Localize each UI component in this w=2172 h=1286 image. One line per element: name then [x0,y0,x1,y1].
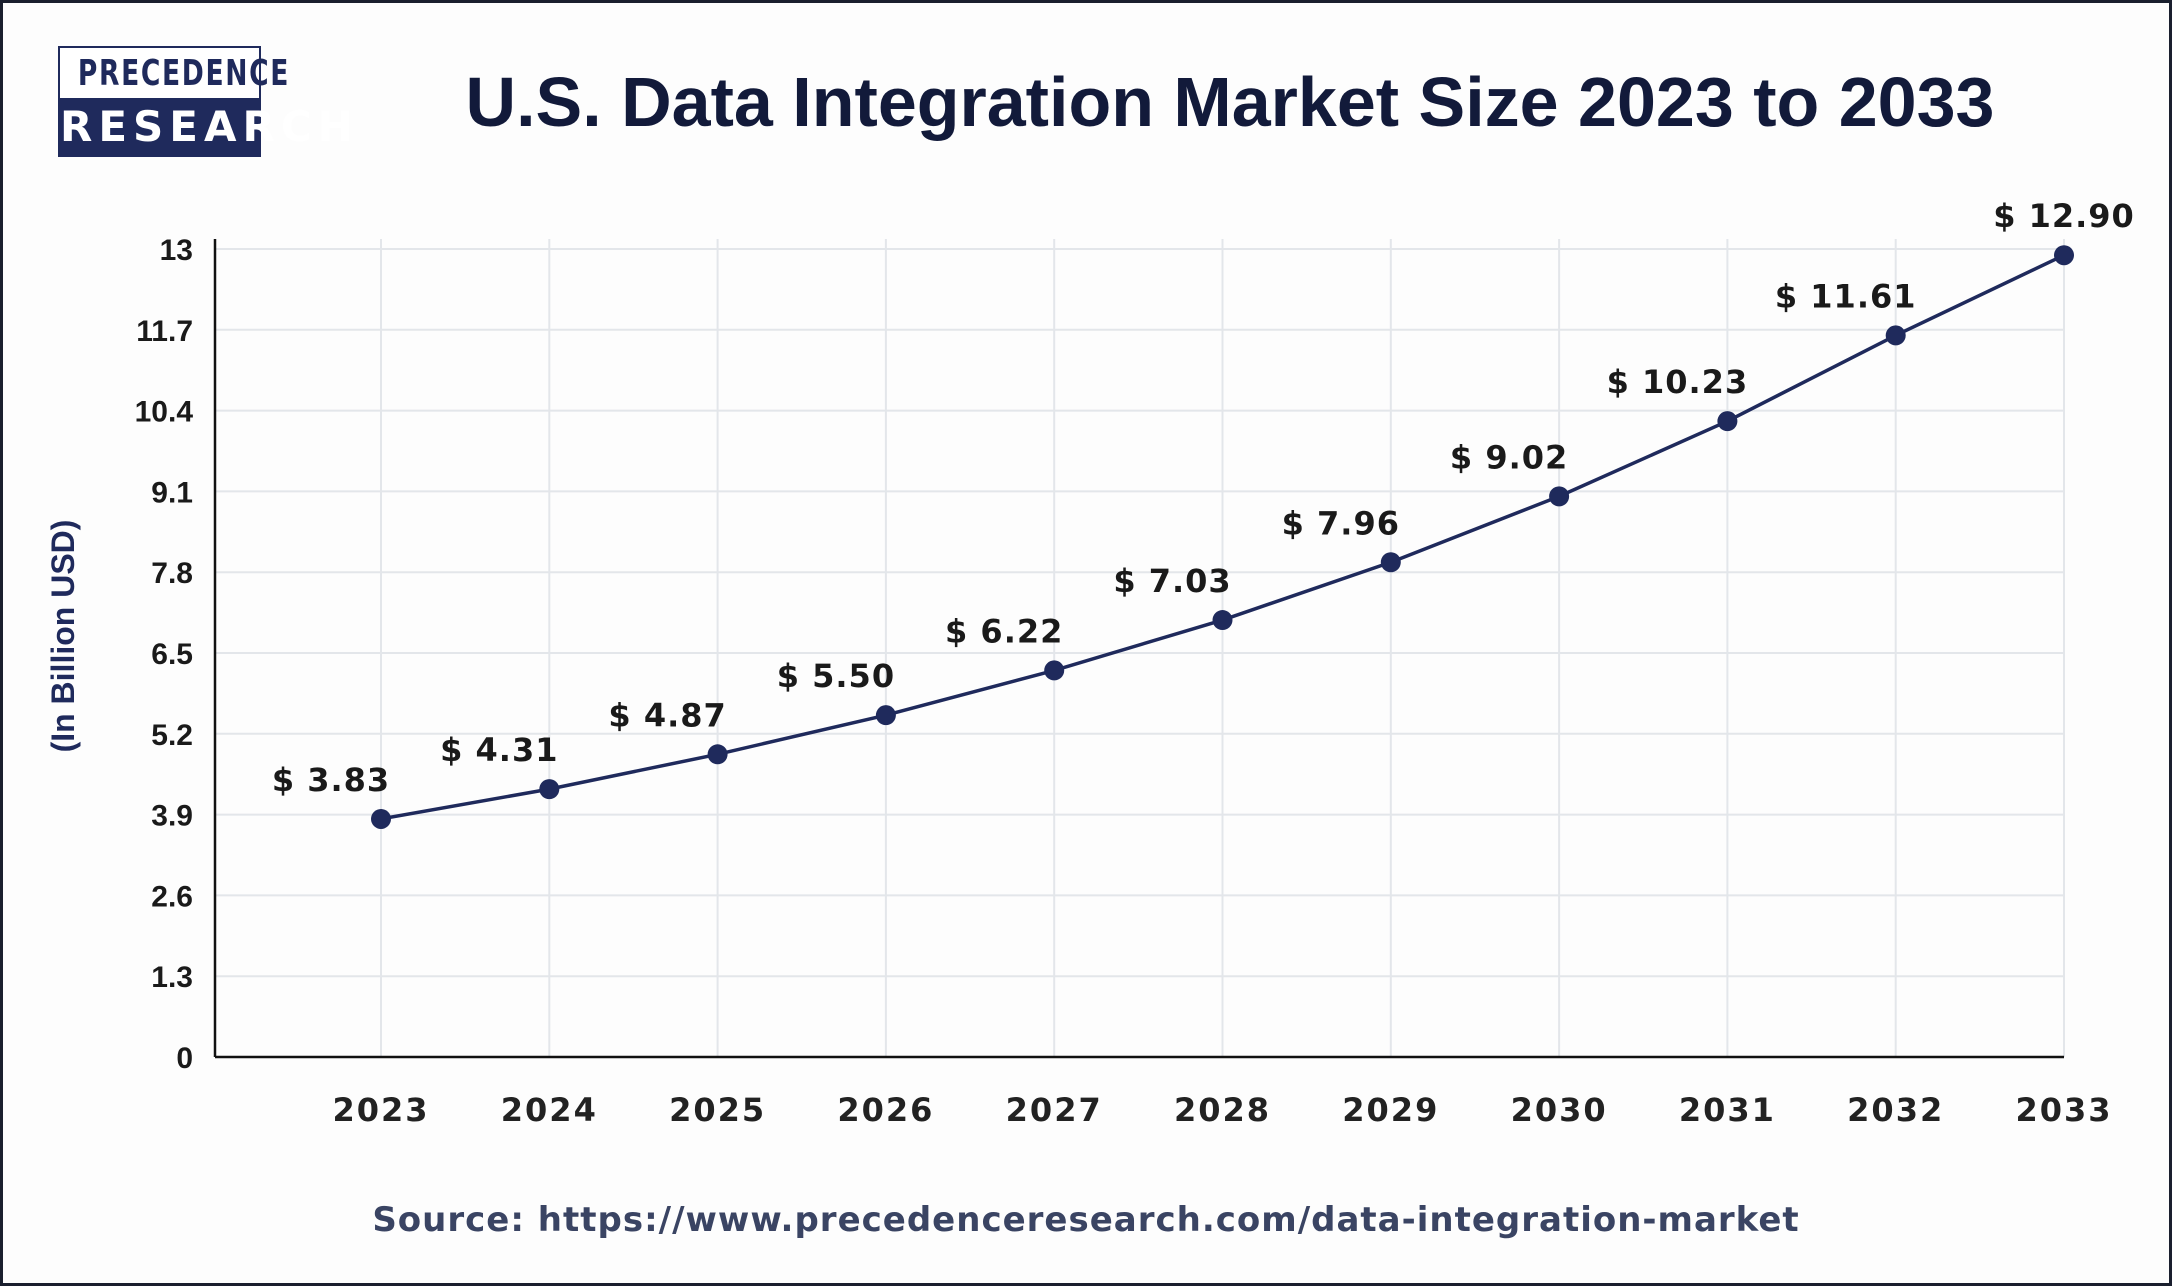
y-tick-label: 1.3 [151,961,193,994]
chart-title: U.S. Data Integration Market Size 2023 t… [465,63,1995,141]
data-point [539,779,560,800]
data-label: $ 3.83 [272,761,390,799]
y-tick-label: 2.6 [151,880,193,913]
y-tick-label: 13 [160,234,193,267]
data-label: $ 7.03 [1113,562,1231,600]
data-point [1212,610,1233,631]
data-point [1044,660,1065,681]
data-label: $ 4.87 [608,696,726,734]
x-tick-label: 2032 [1847,1091,1944,1129]
y-axis-label: (In Billion USD) [45,520,81,753]
data-point [875,705,896,726]
x-tick-label: 2033 [2015,1091,2112,1129]
y-tick-label: 7.8 [151,557,193,590]
x-tick-label: 2027 [1006,1091,1103,1129]
data-label: $ 6.22 [945,612,1063,650]
y-tick-label: 0 [176,1042,193,1075]
y-tick-label: 9.1 [151,476,193,509]
x-tick-label: 2030 [1511,1091,1608,1129]
data-label: $ 4.31 [440,731,558,769]
data-label: $ 7.96 [1282,504,1400,542]
data-label: $ 10.23 [1607,363,1749,401]
data-point [1380,552,1401,573]
x-tick-label: 2029 [1342,1091,1439,1129]
x-tick-label: 2026 [837,1091,934,1129]
y-tick-label: 10.4 [135,396,194,429]
data-point [371,808,391,829]
y-tick-label: 3.9 [151,800,193,833]
data-point [707,744,728,765]
y-tick-label: 6.5 [151,638,193,671]
x-tick-label: 2024 [501,1091,598,1129]
data-point [1549,486,1570,507]
data-point [1717,411,1738,432]
y-tick-label: 11.7 [136,315,193,348]
axes: 0 1.3 2.6 3.9 5.2 6.5 7.8 9.1 10.4 11.7 13 2023 2024… [135,234,2112,1129]
series: $ 3.83 $ 4.31 $ 4.87 $ 5.50 $ 6.22 $ 7.03 $ 7.… [272,197,2135,829]
x-tick-label: 2025 [669,1091,766,1129]
x-tick-label: 2023 [332,1091,429,1129]
data-label: $ 5.50 [777,657,895,695]
data-point [1885,325,1906,346]
x-tick-label: 2031 [1679,1091,1776,1129]
y-tick-label: 5.2 [151,719,193,752]
data-label: $ 12.90 [1993,197,2135,235]
data-label: $ 11.61 [1775,277,1917,315]
data-point [2054,245,2074,266]
data-label: $ 9.02 [1450,438,1568,476]
source-note: Source: https://www.precedenceresearch.c… [372,1200,1800,1240]
grid [215,239,2065,1057]
x-tick-label: 2028 [1174,1091,1271,1129]
